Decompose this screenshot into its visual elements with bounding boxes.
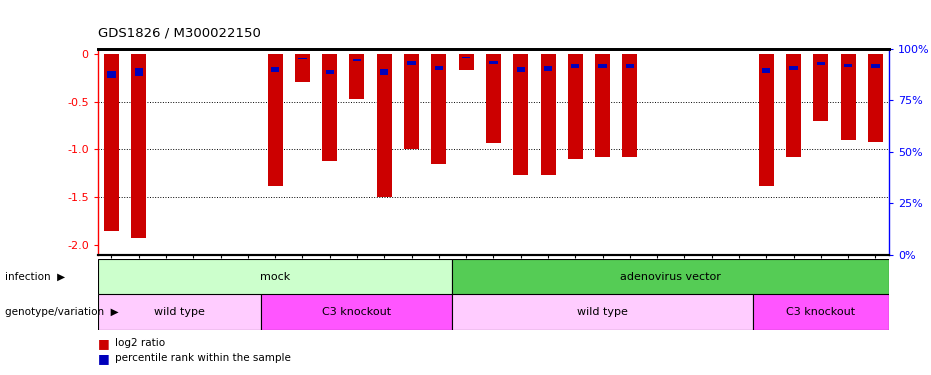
Bar — [98, 259, 452, 294]
Bar — [486, 54, 501, 143]
Bar — [104, 54, 119, 231]
Bar — [599, 64, 607, 68]
Text: ■: ■ — [98, 337, 110, 350]
Bar — [626, 64, 634, 68]
Bar — [298, 58, 306, 59]
Text: wild type: wild type — [155, 307, 205, 317]
Bar — [452, 294, 752, 330]
Bar — [98, 294, 262, 330]
Bar — [271, 67, 279, 72]
Text: C3 knockout: C3 knockout — [787, 307, 856, 317]
Bar — [517, 67, 525, 72]
Text: genotype/variation  ▶: genotype/variation ▶ — [5, 307, 118, 317]
Text: C3 knockout: C3 knockout — [322, 307, 392, 317]
Bar — [568, 54, 583, 159]
Bar — [868, 54, 883, 142]
Bar — [295, 54, 310, 82]
Bar — [789, 66, 798, 70]
Bar — [262, 294, 452, 330]
Bar — [452, 259, 889, 294]
Bar — [459, 54, 474, 70]
Bar — [322, 54, 337, 161]
Bar — [786, 54, 801, 157]
Bar — [431, 54, 446, 164]
Bar — [131, 54, 146, 238]
Bar — [326, 70, 334, 74]
Bar — [814, 54, 829, 121]
Bar — [267, 54, 283, 186]
Bar — [816, 62, 825, 65]
Bar — [871, 64, 880, 67]
Bar — [135, 68, 142, 76]
Bar — [380, 69, 388, 75]
Bar — [404, 54, 419, 150]
Text: log2 ratio: log2 ratio — [115, 338, 165, 348]
Bar — [377, 54, 392, 198]
Bar — [353, 59, 361, 61]
Bar — [844, 64, 852, 68]
Text: wild type: wild type — [577, 307, 628, 317]
Text: adenovirus vector: adenovirus vector — [620, 272, 722, 282]
Bar — [462, 57, 470, 58]
Text: percentile rank within the sample: percentile rank within the sample — [115, 353, 290, 363]
Bar — [622, 54, 638, 157]
Bar — [490, 61, 497, 64]
Text: infection  ▶: infection ▶ — [5, 272, 65, 282]
Bar — [513, 54, 528, 176]
Bar — [762, 68, 771, 74]
Bar — [595, 54, 610, 157]
Bar — [349, 54, 365, 99]
Bar — [841, 54, 856, 140]
Text: mock: mock — [260, 272, 290, 282]
Text: ■: ■ — [98, 352, 110, 364]
Bar — [107, 71, 115, 78]
Bar — [544, 66, 552, 70]
Text: GDS1826 / M300022150: GDS1826 / M300022150 — [98, 26, 261, 39]
Bar — [571, 64, 579, 68]
Bar — [759, 54, 774, 186]
Bar — [541, 54, 556, 176]
Bar — [752, 294, 889, 330]
Bar — [408, 61, 416, 65]
Bar — [435, 66, 443, 70]
